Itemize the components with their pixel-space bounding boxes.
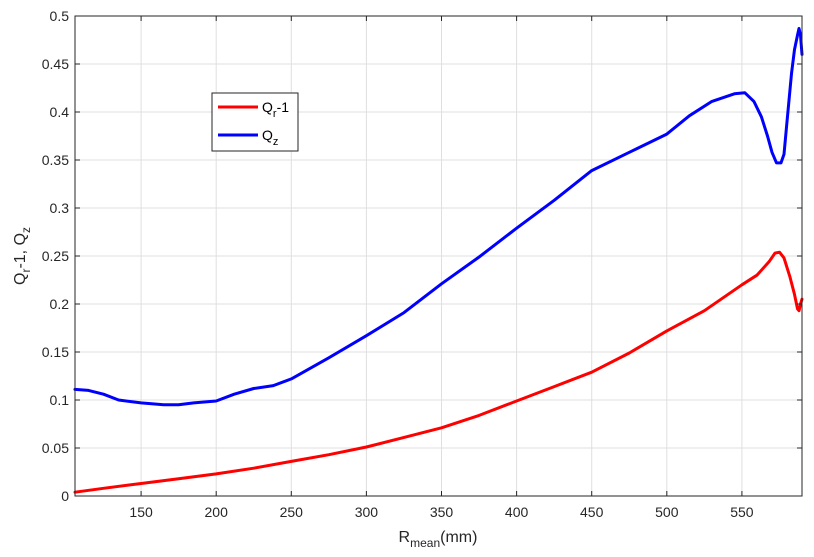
legend: Qr-1 Qz [211,92,299,152]
grid [75,15,802,497]
y-axis-title-sub: r [19,269,33,273]
y-axis-title-part: -1, Q [12,233,29,269]
y-axis-title-part: Q [12,273,29,285]
x-tick-label: 500 [655,504,679,520]
y-tick-label: 0.3 [50,200,70,216]
x-axis-title-tail: (mm) [440,529,477,546]
y-tick-label: 0.2 [50,296,70,312]
y-tick-label: 0 [61,488,69,504]
series-line-qz [73,27,804,407]
x-tick-label: 150 [129,504,153,520]
y-tick-label: 0.15 [42,344,69,360]
legend-label-qr: Qr-1 [262,99,289,120]
legend-box [211,92,299,152]
y-tick-label: 0.5 [50,8,70,24]
y-tick-label: 0.25 [42,248,69,264]
y-tick-label: 0.4 [50,104,70,120]
y-tick-label: 0.05 [42,440,69,456]
x-tick-label: 250 [280,504,304,520]
legend-label-qz: Qz [262,127,278,148]
x-axis-title-main: R [399,529,411,546]
x-axis-title-sub: mean [410,536,440,550]
y-tick-label: 0.45 [42,56,69,72]
y-tick-label: 0.1 [50,392,70,408]
y-axis-title: Qr-1, Qz [12,227,33,285]
x-tick-label: 550 [730,504,754,520]
y-axis-title-sub: z [19,227,33,233]
series-lines [73,27,804,494]
axis-ticks: 150 200 250 300 350 400 450 500 550 0 0.05 0.1 0.15 0… [42,8,802,520]
y-tick-label: 0.35 [42,152,69,168]
series-line-qr [73,250,804,494]
x-axis-title: Rmean(mm) [399,529,478,550]
x-tick-label: 300 [355,504,379,520]
x-tick-label: 450 [580,504,604,520]
x-tick-label: 350 [430,504,454,520]
x-tick-label: 200 [205,504,229,520]
x-tick-label: 400 [505,504,529,520]
